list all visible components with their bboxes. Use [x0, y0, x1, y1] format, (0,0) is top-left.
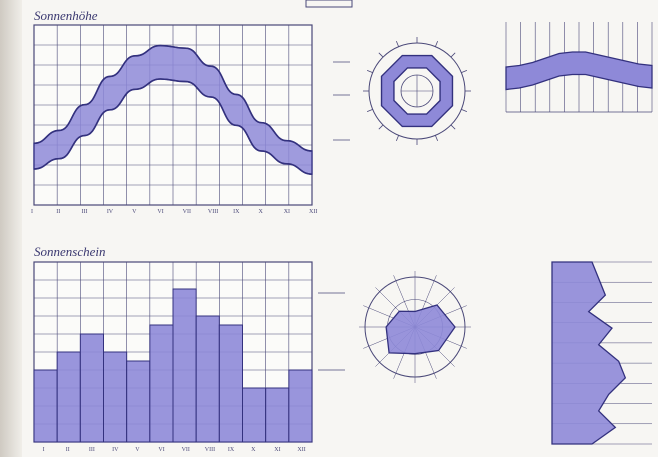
sunshine-bar [172, 288, 197, 443]
sun-height-x-tick: III [82, 209, 88, 215]
sun-height-x-tick: XII [309, 209, 317, 215]
sun-height-x-tick: II [56, 209, 60, 215]
sun-path-polar-rings [363, 37, 471, 145]
sun-path-spoke-tick [434, 135, 439, 142]
sunshine-bar [218, 324, 243, 443]
sunshine-bar [56, 351, 81, 443]
sun-path-spoke-tick [450, 52, 456, 58]
sunshine-x-tick: I [43, 447, 45, 453]
sun-height-x-tick: XI [284, 209, 290, 215]
sunshine-bar [79, 333, 105, 443]
sun-height-x-tick: VII [183, 209, 191, 215]
vertical-profile-area [551, 261, 627, 445]
sunshine-x-tick: IX [228, 447, 235, 453]
page-binding-shadow [0, 0, 22, 457]
sun-height-x-tick: VI [157, 209, 163, 215]
vertical-profile-fill [551, 261, 627, 445]
sunshine-x-tick: VIII [205, 447, 215, 453]
sun-path-spoke-tick [378, 52, 384, 58]
sunshine-bar [149, 324, 174, 443]
sun-path-spoke-tick [395, 135, 400, 142]
sun-height-x-tick: IX [233, 209, 240, 215]
sunshine-x-tick: II [66, 447, 70, 453]
sun-height-x-tick: X [258, 209, 263, 215]
wind-rose-area [385, 304, 456, 355]
wind-rose-rings [359, 271, 471, 383]
sun-height-upper-line [33, 44, 313, 152]
sunshine-x-tick: IV [112, 447, 119, 453]
sunshine-bars [33, 288, 313, 443]
sunshine-bar [265, 387, 290, 443]
sun-height-chart: Sonnenhöhe I II III IV V VI VII VIII IX X XI XII [31, 8, 317, 215]
sunshine-bar-chart: Sonnenschein I II III IV V VI VII VIII IX X XI XII [33, 244, 313, 453]
sunshine-title: Sonnenschein [34, 244, 105, 259]
sun-height-x-tick: I [31, 209, 33, 215]
sun-height-title: Sonnenhöhe [34, 8, 98, 23]
sun-height-x-tick: VIII [208, 209, 218, 215]
sun-height-tick-labels: I II III IV V VI VII VIII IX X XI XII [31, 209, 317, 215]
wind-rose-chart [318, 271, 471, 383]
daylength-band [505, 51, 653, 91]
sunshine-bar [195, 315, 220, 443]
sunshine-x-tick: VI [158, 447, 164, 453]
sun-path-spoke-tick [461, 69, 468, 74]
sunshine-x-tick: XII [297, 447, 305, 453]
sunshine-tick-labels: I II III IV V VI VII VIII IX X XI XII [43, 447, 306, 453]
sunshine-x-tick: VII [182, 447, 190, 453]
sunshine-x-tick: III [89, 447, 95, 453]
daylength-band-area [505, 51, 653, 91]
sunshine-bar [126, 360, 151, 443]
sunshine-bar [103, 351, 128, 443]
sunshine-x-tick: XI [274, 447, 280, 453]
sunshine-x-tick: X [251, 447, 256, 453]
sun-path-spoke-tick [366, 69, 373, 74]
sun-path-spoke-tick [366, 108, 373, 113]
sunshine-bar [242, 387, 267, 443]
daylength-band-chart [505, 22, 653, 113]
sun-height-lower-line [33, 78, 313, 175]
sun-height-x-tick: IV [107, 209, 114, 215]
sun-path-side-marks [333, 61, 350, 141]
sun-height-band [33, 44, 313, 175]
sun-path-spoke-tick [450, 124, 456, 130]
sun-path-polar-chart [333, 37, 471, 145]
wind-rose-side-marks [318, 292, 345, 371]
sunshine-bar [33, 369, 58, 443]
sun-path-spoke-tick [395, 40, 400, 47]
vertical-profile-chart [551, 261, 652, 445]
sun-path-octagon-band [380, 54, 454, 128]
sun-path-spoke-tick [461, 108, 468, 113]
sun-path-spoke-tick [378, 124, 384, 130]
top-caption-box [305, 0, 353, 8]
sunshine-x-tick: V [135, 447, 140, 453]
sun-height-x-tick: V [132, 209, 137, 215]
sun-path-spoke-tick [434, 40, 439, 47]
sunshine-bar [288, 369, 313, 443]
